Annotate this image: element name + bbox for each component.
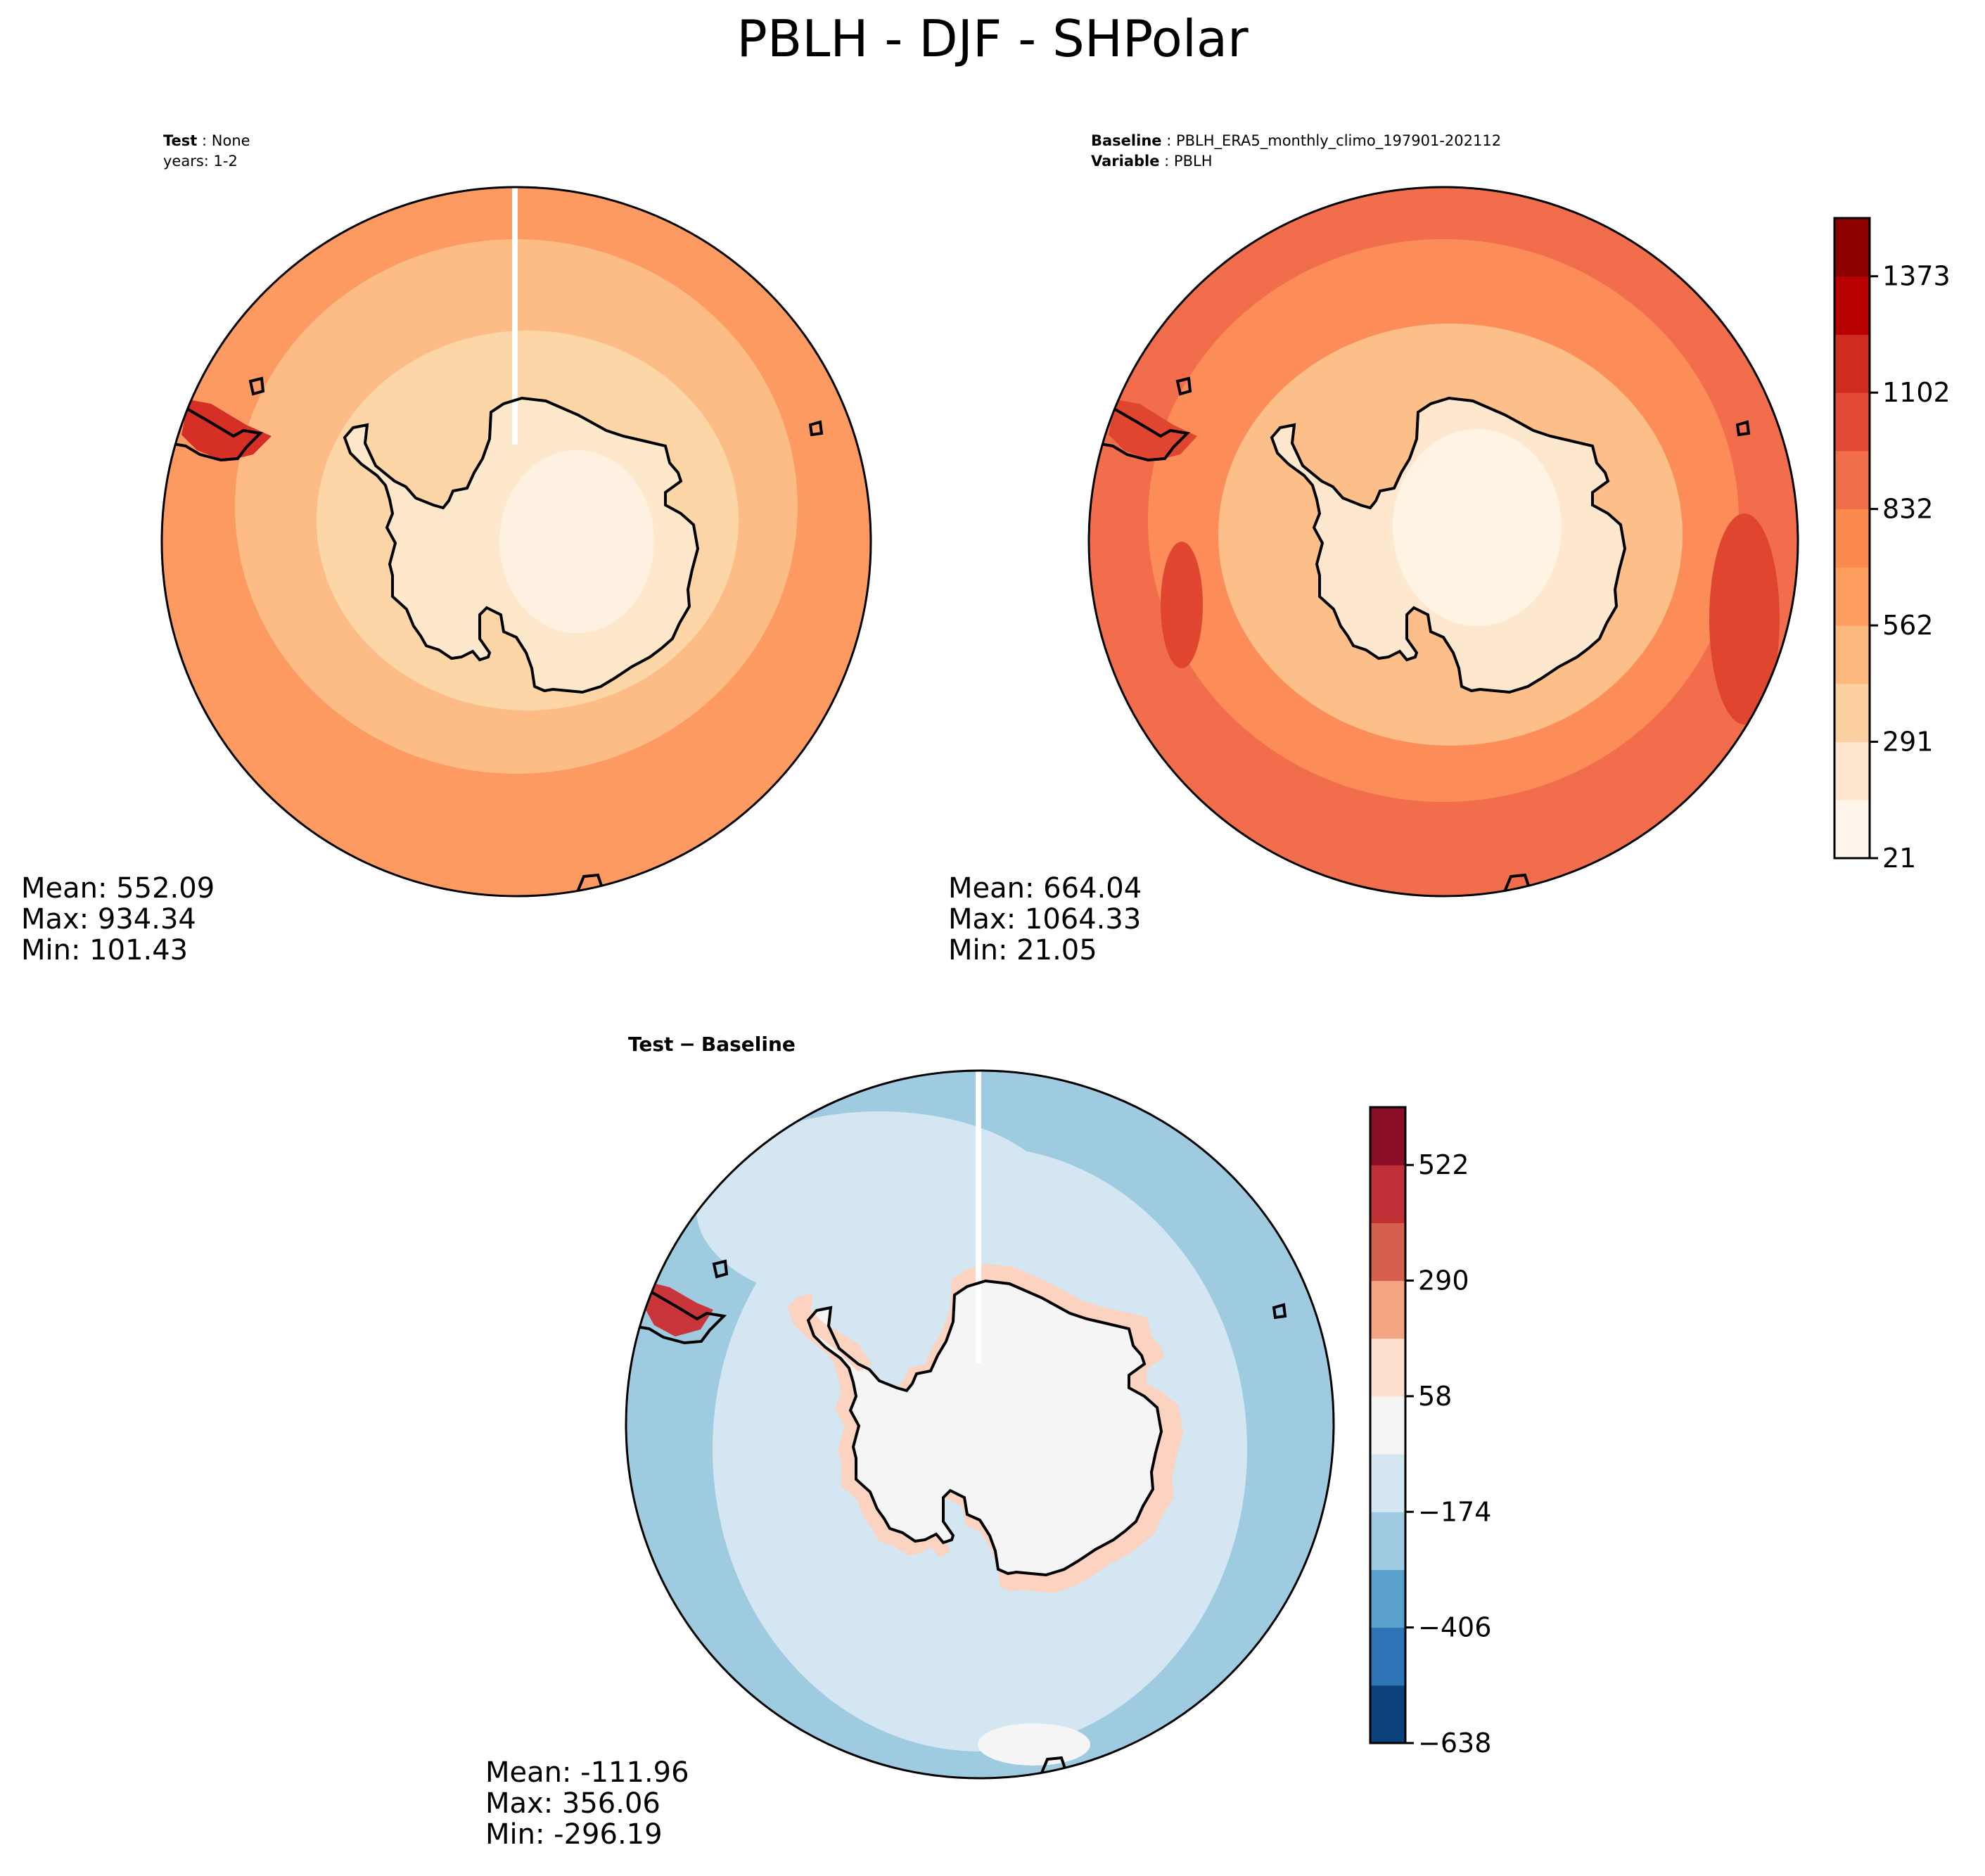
diff-peninsula-warm bbox=[809, 1308, 872, 1372]
diff-map-border bbox=[625, 1069, 1335, 1780]
baseline-island-coast bbox=[1175, 376, 1192, 396]
baseline-label-key: Baseline bbox=[1091, 132, 1162, 149]
test-years-label: years: 1-2 bbox=[163, 153, 238, 170]
main-colorbar-tick-label: 562 bbox=[1882, 610, 1934, 641]
diff-colorbar-tick-label: −406 bbox=[1418, 1612, 1491, 1643]
main-colorbar: 21 291 562 832 1102 1373 bbox=[1833, 217, 1951, 874]
main-colorbar-swatch bbox=[1834, 218, 1870, 277]
diff-australia-coast bbox=[1039, 1756, 1067, 1777]
diff-colorbar-swatch bbox=[1370, 1338, 1405, 1397]
baseline-map-border bbox=[1087, 186, 1799, 898]
baseline-map bbox=[1087, 186, 1799, 898]
main-colorbar-border bbox=[1833, 217, 1871, 860]
test-island-coast bbox=[248, 376, 265, 396]
test-dateline-seam bbox=[512, 187, 518, 445]
test-south-america-coast bbox=[168, 402, 264, 462]
diff-colorbar-border bbox=[1369, 1106, 1407, 1744]
diff-map bbox=[625, 1069, 1335, 1780]
diff-colorbar-swatch bbox=[1370, 1685, 1405, 1744]
main-colorbar-tick-label: 291 bbox=[1882, 727, 1934, 758]
baseline-min: Min: 21.05 bbox=[948, 934, 1097, 966]
main-colorbar-swatch bbox=[1834, 393, 1870, 452]
baseline-plateau-field bbox=[1393, 429, 1562, 626]
diff-south-america-coast bbox=[632, 1284, 727, 1345]
baseline-label-value: PBLH_ERA5_monthly_climo_197901-202112 bbox=[1176, 132, 1501, 150]
diff-colorbar-swatch bbox=[1370, 1396, 1405, 1455]
baseline-variable-label: Variable : PBLH bbox=[1091, 153, 1212, 170]
diff-dateline-seam bbox=[976, 1071, 981, 1363]
main-colorbar-swatch bbox=[1834, 276, 1870, 335]
test-mean: Mean: 552.09 bbox=[21, 872, 215, 905]
baseline-south-america-coast bbox=[1095, 402, 1191, 462]
main-colorbar-tick-label: 832 bbox=[1882, 494, 1934, 525]
diff-colorbar-swatch bbox=[1370, 1165, 1405, 1223]
test-label: Test : None bbox=[163, 132, 250, 149]
test-label-value: None bbox=[212, 132, 250, 149]
diff-colorbar-swatch bbox=[1370, 1280, 1405, 1339]
main-colorbar-tick-label: 1373 bbox=[1882, 261, 1951, 292]
main-colorbar-swatch bbox=[1834, 450, 1870, 510]
diff-south-neutral-patch bbox=[978, 1723, 1090, 1766]
test-plateau-field bbox=[499, 450, 654, 633]
baseline-variable-value: PBLH bbox=[1174, 153, 1213, 170]
main-colorbar-swatch bbox=[1834, 625, 1870, 684]
diff-mean: Mean: -111.96 bbox=[485, 1756, 689, 1789]
main-colorbar-swatch bbox=[1834, 683, 1870, 743]
diff-colorbar-swatch bbox=[1370, 1454, 1405, 1512]
diff-title-minus: − bbox=[679, 1033, 695, 1056]
diff-colorbar-tick-label: −638 bbox=[1418, 1728, 1491, 1759]
main-colorbar-swatch bbox=[1834, 509, 1870, 568]
test-australia-coast bbox=[575, 873, 604, 894]
baseline-variable-key: Variable bbox=[1091, 153, 1159, 170]
diff-title-baseline: Baseline bbox=[701, 1033, 796, 1056]
test-map bbox=[160, 186, 872, 898]
test-max: Max: 934.34 bbox=[21, 903, 196, 936]
figure-title: PBLH - DJF - SHPolar bbox=[736, 9, 1249, 68]
test-label-key: Test bbox=[163, 132, 197, 149]
main-colorbar-tick-label: 21 bbox=[1882, 843, 1916, 874]
diff-island-coast bbox=[1272, 1303, 1287, 1320]
baseline-west-high-band bbox=[1161, 542, 1203, 668]
diff-min: Min: -296.19 bbox=[485, 1818, 663, 1851]
main-colorbar-tick-label: 1102 bbox=[1882, 377, 1951, 408]
diff-colorbar-tick-label: 522 bbox=[1418, 1149, 1469, 1180]
diff-title: Test − Baseline bbox=[628, 1033, 796, 1056]
diff-max: Max: 356.06 bbox=[485, 1787, 660, 1820]
diff-title-test: Test bbox=[628, 1033, 673, 1056]
diff-colorbar-tick-label: −174 bbox=[1418, 1496, 1491, 1527]
test-map-border bbox=[160, 186, 872, 898]
main-colorbar-swatch bbox=[1834, 800, 1870, 859]
baseline-mean: Mean: 664.04 bbox=[948, 872, 1142, 905]
test-island-coast bbox=[808, 420, 824, 437]
diff-colorbar-swatch bbox=[1370, 1627, 1405, 1686]
baseline-max: Max: 1064.33 bbox=[948, 903, 1141, 936]
diff-colorbar-swatch bbox=[1370, 1107, 1405, 1166]
diff-colorbar-swatch bbox=[1370, 1569, 1405, 1628]
main-colorbar-swatch bbox=[1834, 567, 1870, 626]
main-colorbar-swatch bbox=[1834, 334, 1870, 393]
main-colorbar-swatch bbox=[1834, 741, 1870, 800]
baseline-label: Baseline : PBLH_ERA5_monthly_climo_19790… bbox=[1091, 132, 1501, 150]
diff-colorbar-tick-label: 58 bbox=[1418, 1381, 1452, 1412]
diff-mid-field-north bbox=[696, 1111, 1062, 1308]
test-min: Min: 101.43 bbox=[21, 934, 188, 966]
diff-colorbar-swatch bbox=[1370, 1223, 1405, 1282]
diff-colorbar-swatch bbox=[1370, 1512, 1405, 1570]
diff-island-coast bbox=[712, 1259, 729, 1279]
diff-colorbar-tick-label: 290 bbox=[1418, 1265, 1469, 1296]
baseline-australia-coast bbox=[1502, 873, 1531, 894]
baseline-island-coast bbox=[1735, 420, 1751, 437]
baseline-east-high-band bbox=[1709, 513, 1780, 725]
diff-colorbar: −638 −406 −174 58 290 522 bbox=[1369, 1106, 1491, 1759]
